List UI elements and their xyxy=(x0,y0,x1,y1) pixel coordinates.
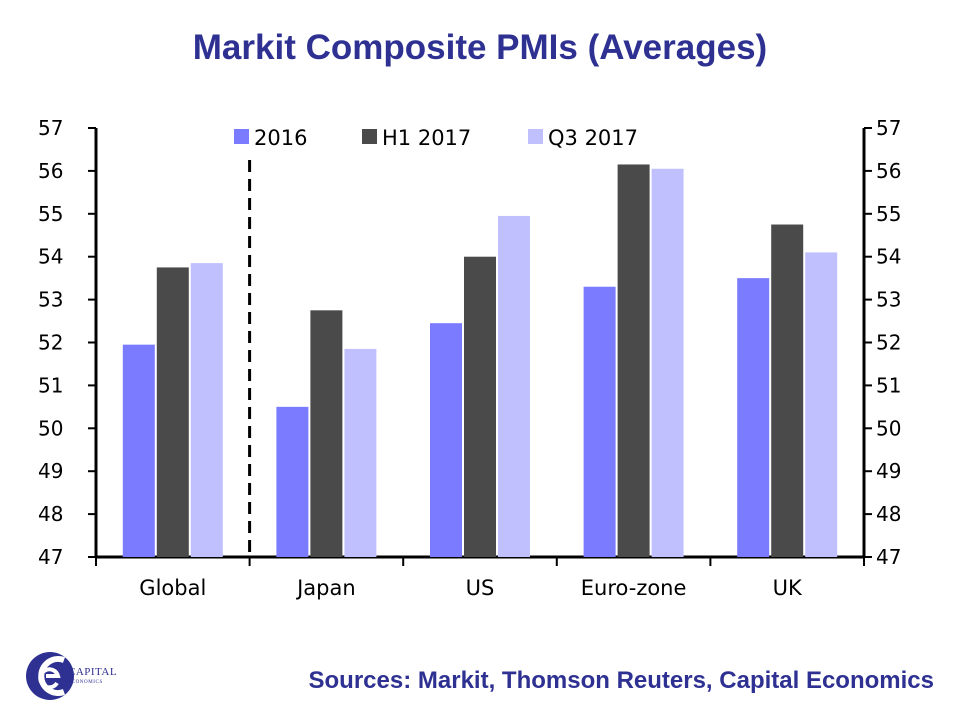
y-tick-label-right: 55 xyxy=(876,202,901,226)
logo-text-economics: ECONOMICS xyxy=(68,680,103,685)
y-tick-label-left: 55 xyxy=(38,202,63,226)
x-category-label: Euro-zone xyxy=(581,576,687,600)
y-tick-label-left: 53 xyxy=(38,288,63,312)
x-category-label: US xyxy=(466,576,495,600)
bar xyxy=(190,263,223,557)
logo-e-mark xyxy=(38,667,61,690)
source-note: Sources: Markit, Thomson Reuters, Capita… xyxy=(308,667,934,694)
bar xyxy=(583,286,616,557)
y-tick-label-right: 54 xyxy=(876,245,901,269)
y-tick-label-left: 51 xyxy=(38,373,63,397)
y-tick-label-left: 57 xyxy=(38,116,63,140)
y-tick-label-right: 49 xyxy=(876,459,901,483)
bar xyxy=(156,267,189,557)
bar xyxy=(122,344,155,557)
legend-label: H1 2017 xyxy=(382,126,471,150)
x-category-label: Japan xyxy=(295,576,356,600)
y-tick-label-right: 51 xyxy=(876,373,901,397)
y-tick-label-right: 53 xyxy=(876,288,901,312)
legend-swatch xyxy=(362,129,377,144)
y-tick-label-left: 47 xyxy=(38,545,63,569)
y-tick-label-right: 56 xyxy=(876,159,901,183)
bar xyxy=(805,252,838,557)
y-tick-label-right: 47 xyxy=(876,545,901,569)
legend-swatch xyxy=(234,129,249,144)
bar xyxy=(617,164,650,557)
bar xyxy=(310,310,343,557)
y-tick-label-left: 48 xyxy=(38,502,63,526)
bar xyxy=(276,406,309,557)
chart-legend: 2016 H1 2017 Q3 2017 xyxy=(234,126,638,150)
y-tick-label-left: 56 xyxy=(38,159,63,183)
y-tick-label-right: 50 xyxy=(876,416,901,440)
bar xyxy=(651,168,684,557)
legend-label: Q3 2017 xyxy=(548,126,638,150)
y-tick-label-right: 57 xyxy=(876,116,901,140)
chart-title: Markit Composite PMIs (Averages) xyxy=(192,28,768,67)
y-tick-label-right: 48 xyxy=(876,502,901,526)
legend-label: 2016 xyxy=(254,126,307,150)
y-tick-label-right: 52 xyxy=(876,331,901,355)
logo-text-capital: CAPITAL xyxy=(68,666,117,678)
y-tick-label-left: 54 xyxy=(38,245,63,269)
bar xyxy=(498,215,530,557)
bar xyxy=(344,348,377,557)
y-tick-label-left: 52 xyxy=(38,331,63,355)
y-tick-label-left: 50 xyxy=(38,416,63,440)
y-tick-label-left: 49 xyxy=(38,459,63,483)
bar xyxy=(464,256,496,557)
legend-swatch xyxy=(528,129,543,144)
x-category-label: UK xyxy=(773,576,803,600)
chart-bars xyxy=(122,164,838,557)
x-category-label: Global xyxy=(139,576,206,600)
capital-economics-logo: CAPITAL ECONOMICS xyxy=(26,652,117,700)
bar xyxy=(771,224,804,557)
bar xyxy=(737,278,770,557)
bar xyxy=(430,323,462,557)
